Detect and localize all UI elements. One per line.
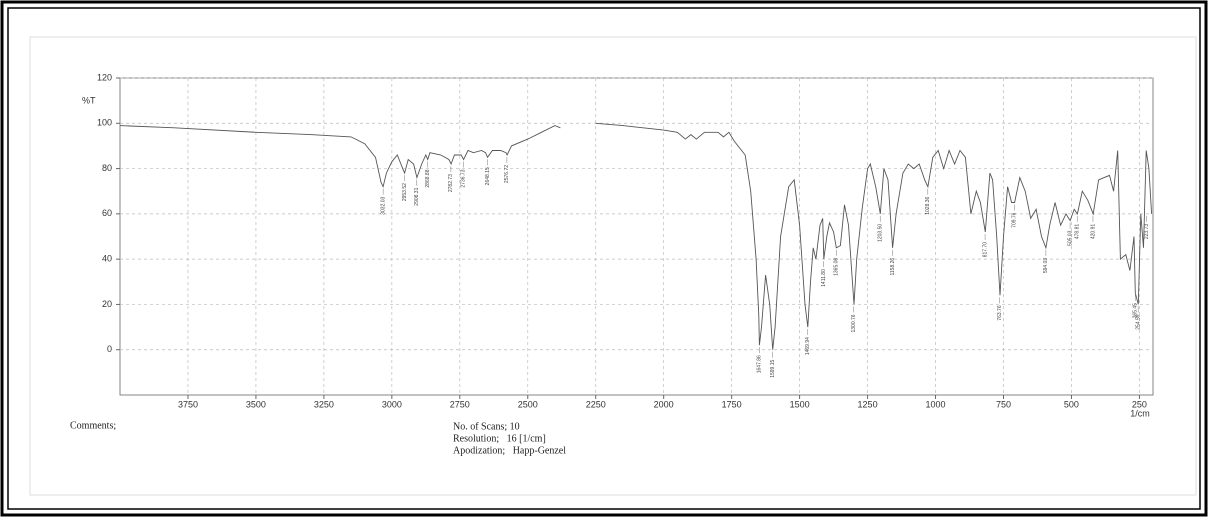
peak-label: 1599.15 [770, 359, 776, 377]
x-tick-label: 3250 [314, 399, 334, 409]
x-axis-unit: 1/cm [1130, 408, 1150, 418]
y-tick-label: 80 [102, 163, 112, 173]
peak-label: 1203.50 [878, 224, 884, 242]
spectrum-line [595, 122, 1153, 350]
peak-label: 1028.36 [925, 196, 931, 214]
x-tick-label: 2250 [586, 399, 606, 409]
x-tick-label: 3500 [246, 399, 266, 409]
y-axis-label: %T [82, 95, 96, 105]
peak-label: 478.81 [1075, 224, 1081, 240]
peak-label: 1300.76 [851, 314, 857, 332]
y-tick-label: 120 [97, 72, 112, 82]
comment-line: Apodization; Happ-Genzel [453, 445, 566, 456]
x-tick-label: 1500 [790, 399, 810, 409]
y-tick-label: 60 [102, 208, 112, 218]
peak-label: 709.76 [1012, 212, 1018, 228]
x-tick-label: 250 [1132, 399, 1147, 409]
x-tick-label: 1000 [926, 399, 946, 409]
peak-label: 2736.73 [461, 169, 467, 187]
x-tick-label: 2500 [518, 399, 538, 409]
x-tick-label: 2000 [654, 399, 674, 409]
peak-label: 1411.80 [821, 269, 827, 287]
peak-label: 2782.73 [448, 174, 454, 192]
peak-label: 1469.94 [805, 337, 811, 355]
y-tick-label: 100 [97, 118, 112, 128]
peak-label: 594.03 [1043, 258, 1049, 274]
y-tick-label: 0 [107, 344, 112, 354]
peak-label: 2908.31 [414, 187, 420, 205]
x-tick-label: 1750 [722, 399, 742, 409]
peak-label: 1647.86 [757, 355, 763, 373]
y-tick-label: 20 [102, 299, 112, 309]
x-tick-label: 1250 [858, 399, 878, 409]
peak-label: 1365.08 [834, 258, 840, 276]
x-tick-label: 3000 [382, 399, 402, 409]
peak-label: 420.91 [1090, 224, 1096, 240]
x-tick-label: 3750 [178, 399, 198, 409]
peak-label: 254.59 [1135, 314, 1141, 330]
comment-line: No. of Scans; 10 [453, 421, 520, 432]
y-tick-label: 40 [102, 254, 112, 264]
peak-label: 2953.52 [402, 183, 408, 201]
peak-label: 2868.88 [425, 169, 431, 187]
spectrum-line [119, 125, 561, 189]
peak-label: 265.45 [1133, 303, 1139, 319]
scan-page [29, 36, 1197, 496]
peak-label: 223.73 [1144, 224, 1150, 240]
peak-label: 763.76 [997, 305, 1003, 321]
inner-frame [7, 7, 1201, 510]
peak-label: 3032.03 [380, 196, 386, 214]
peak-label: 2648.15 [485, 167, 491, 185]
comment-line: Resolution; 16 [1/cm] [453, 433, 546, 444]
x-tick-label: 2750 [450, 399, 470, 409]
peak-label: 2576.72 [504, 165, 510, 183]
peak-label: 505.03 [1067, 230, 1073, 246]
x-tick-label: 750 [996, 399, 1011, 409]
comments-title: Comments; [70, 420, 116, 431]
plot-frame [119, 77, 1154, 396]
peak-label: 817.70 [982, 242, 988, 258]
peak-label: 1158.26 [890, 258, 896, 276]
x-tick-label: 500 [1064, 399, 1079, 409]
